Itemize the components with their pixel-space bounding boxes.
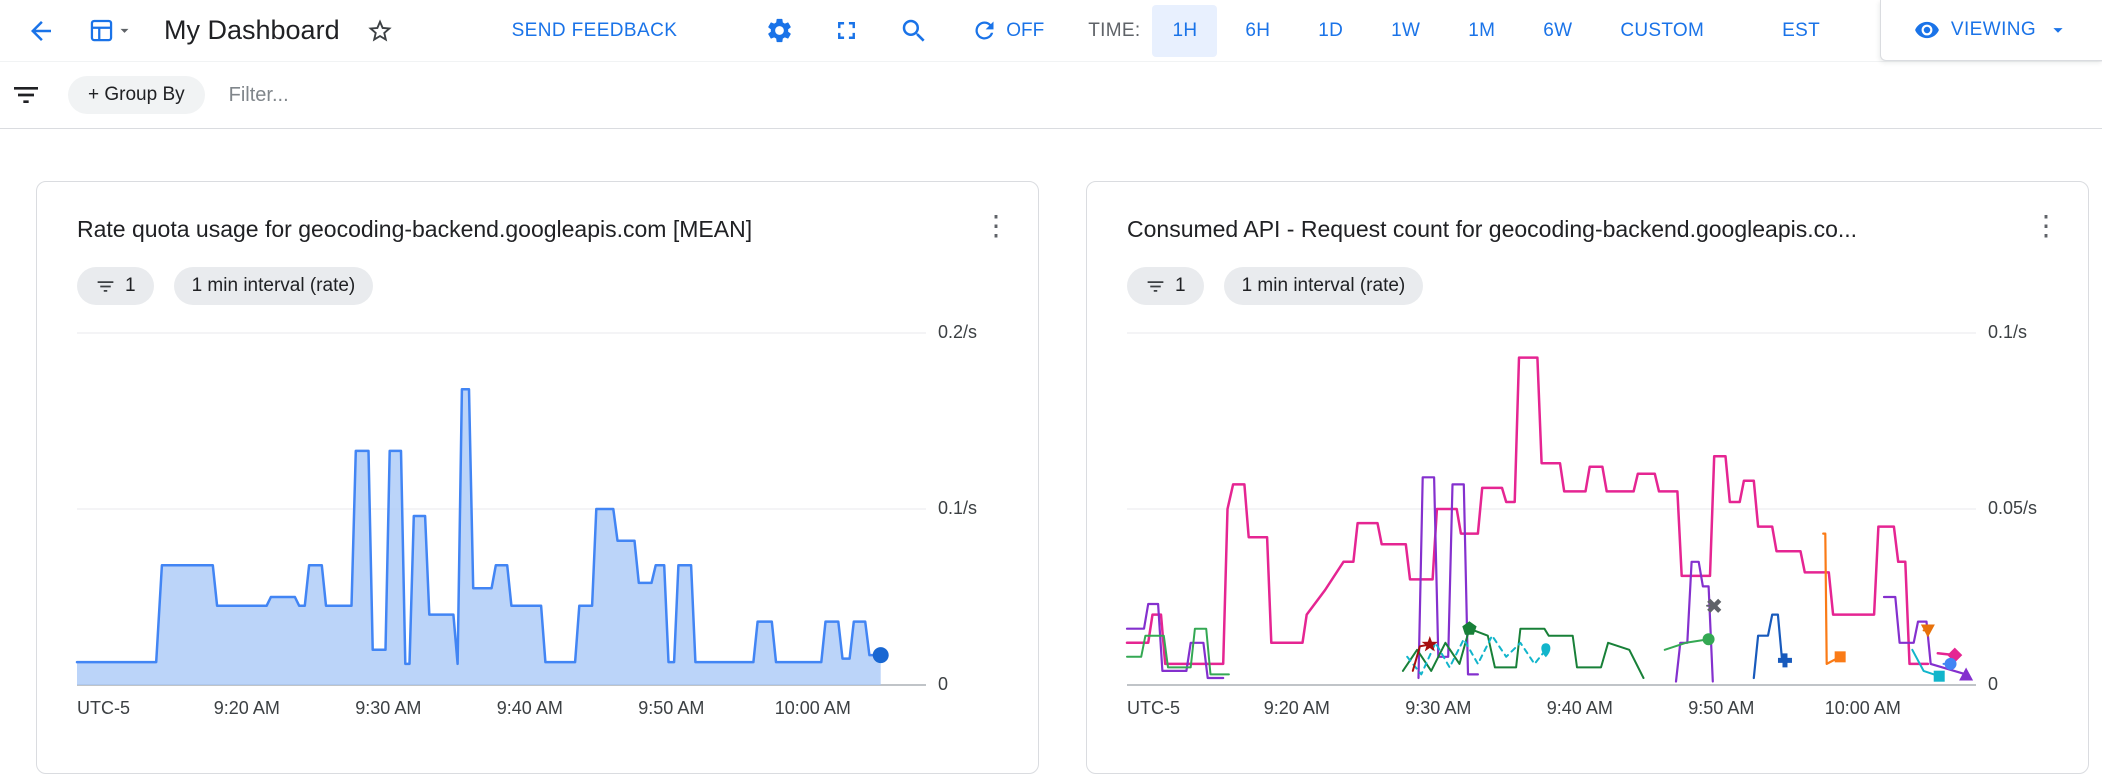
auto-refresh-toggle[interactable]: OFF: [971, 17, 1044, 44]
chip-row: 1 1 min interval (rate): [77, 267, 998, 305]
interval-label: 1 min interval (rate): [191, 275, 356, 296]
group-by-chip[interactable]: + Group By: [68, 76, 205, 114]
filter-input[interactable]: [226, 82, 647, 108]
x-axis-label: 9:50 AM: [638, 698, 705, 718]
send-feedback-link[interactable]: SEND FEEDBACK: [511, 19, 678, 41]
chevron-down-icon: [2053, 28, 2063, 33]
x-axis-labels: UTC-5 9:20 AM 9:30 AM 9:40 AM 9:50 AM 10:00 A…: [77, 685, 926, 725]
auto-refresh-label: OFF: [1006, 19, 1045, 41]
fullscreen-button[interactable]: [832, 16, 861, 45]
time-label: TIME:: [1088, 19, 1141, 41]
chart-title: Rate quota usage for geocoding-backend.g…: [77, 216, 753, 242]
time-range-group: 1H 6H 1D 1W 1M 6W CUSTOM EST: [1152, 4, 1848, 57]
filter-count-chip[interactable]: 1: [1127, 267, 1204, 305]
gear-icon: [768, 18, 792, 43]
eye-icon: [1915, 21, 1939, 39]
x-axis-label: 10:00 AM: [774, 698, 851, 718]
dashboard-grid-icon: [90, 19, 113, 42]
top-bar: My Dashboard SEND FEEDBACK OFF TIME: 1H 6…: [0, 0, 2102, 62]
back-arrow-icon: [31, 20, 51, 41]
dashboard-grid: Rate quota usage for geocoding-backend.g…: [0, 129, 2102, 774]
filter-list-icon: [14, 87, 38, 103]
y-axis-labels: 0 0.1/s 0.2/s: [926, 322, 998, 694]
x-axis-labels: UTC-5 9:20 AM 9:30 AM 9:40 AM 9:50 AM 10:00 A…: [1127, 685, 1976, 725]
star-icon: [367, 18, 392, 41]
x-axis-label: 10:00 AM: [1824, 698, 1901, 718]
search-refresh-icon: [903, 19, 925, 42]
x-axis-label: 9:20 AM: [213, 698, 280, 718]
time-range-custom[interactable]: CUSTOM: [1600, 5, 1724, 57]
chevron-down-icon: [120, 28, 129, 33]
x-axis-label: 9:30 AM: [355, 698, 422, 718]
card-menu-button[interactable]: ⋮: [2024, 208, 2068, 244]
y-axis-label: 0.05/s: [1988, 498, 2038, 518]
card-menu-button[interactable]: ⋮: [974, 208, 1018, 244]
time-range-1d[interactable]: 1D: [1298, 5, 1363, 57]
chart-title: Consumed API - Request count for geocodi…: [1127, 216, 1858, 242]
time-range-est[interactable]: EST: [1762, 5, 1840, 57]
y-axis-label: 0: [938, 674, 949, 694]
page-title: My Dashboard: [164, 15, 340, 45]
filter-icon: [97, 280, 114, 292]
filter-count-chip[interactable]: 1: [77, 267, 154, 305]
y-axis-labels: 0 0.05/s 0.1/s: [1976, 322, 2048, 694]
x-axis-label: 9:30 AM: [1405, 698, 1472, 718]
chart-card-rate-quota: Rate quota usage for geocoding-backend.g…: [36, 181, 1039, 774]
chip-row: 1 1 min interval (rate): [1127, 267, 2048, 305]
interval-label: 1 min interval (rate): [1241, 275, 1406, 296]
time-range-6w[interactable]: 6W: [1523, 5, 1592, 57]
filter-count: 1: [1175, 275, 1186, 296]
y-axis-label: 0.2/s: [938, 322, 978, 342]
x-axis-timezone-label: UTC-5: [77, 698, 130, 718]
x-axis-timezone-label: UTC-5: [1127, 698, 1180, 718]
time-range-1w[interactable]: 1W: [1371, 5, 1440, 57]
filter-count: 1: [125, 275, 136, 296]
filter-list-button[interactable]: [10, 79, 42, 111]
settings-button[interactable]: [765, 16, 794, 45]
y-axis-label: 0.1/s: [938, 498, 978, 518]
y-axis-label: 0: [1988, 674, 1999, 694]
x-axis-label: 9:50 AM: [1688, 698, 1755, 718]
chart-card-consumed-api: Consumed API - Request count for geocodi…: [1086, 181, 2089, 774]
rate-quota-chart[interactable]: 0 0.1/s 0.2/s UTC-5 9:20 AM 9:30 AM 9:40 AM 9:…: [75, 322, 998, 725]
viewing-panel-button[interactable]: VIEWING: [1880, 0, 2102, 61]
rerun-query-button[interactable]: [899, 16, 929, 46]
time-range-6h[interactable]: 6H: [1225, 5, 1290, 57]
consumed-api-chart[interactable]: 0 0.05/s 0.1/s UTC-5 9:20 AM 9:30 AM 9:40 AM 9…: [1125, 322, 2048, 725]
filter-bar: + Group By: [0, 62, 2102, 129]
filter-icon: [1147, 280, 1164, 292]
time-range-1h[interactable]: 1H: [1152, 4, 1218, 57]
time-range-1m[interactable]: 1M: [1448, 5, 1515, 57]
x-axis-label: 9:40 AM: [1546, 698, 1613, 718]
star-button[interactable]: [366, 17, 394, 45]
refresh-icon: [975, 21, 994, 40]
x-axis-label: 9:20 AM: [1263, 698, 1330, 718]
interval-chip[interactable]: 1 min interval (rate): [173, 267, 374, 305]
back-button[interactable]: [26, 16, 56, 46]
viewing-label: VIEWING: [1950, 19, 2037, 40]
dashboard-selector[interactable]: [88, 17, 134, 44]
plot-area[interactable]: [1125, 332, 1976, 686]
interval-chip[interactable]: 1 min interval (rate): [1223, 267, 1424, 305]
x-axis-label: 9:40 AM: [496, 698, 563, 718]
y-axis-label: 0.1/s: [1988, 322, 2028, 342]
plot-area[interactable]: [75, 332, 926, 686]
fullscreen-icon: [838, 22, 856, 39]
